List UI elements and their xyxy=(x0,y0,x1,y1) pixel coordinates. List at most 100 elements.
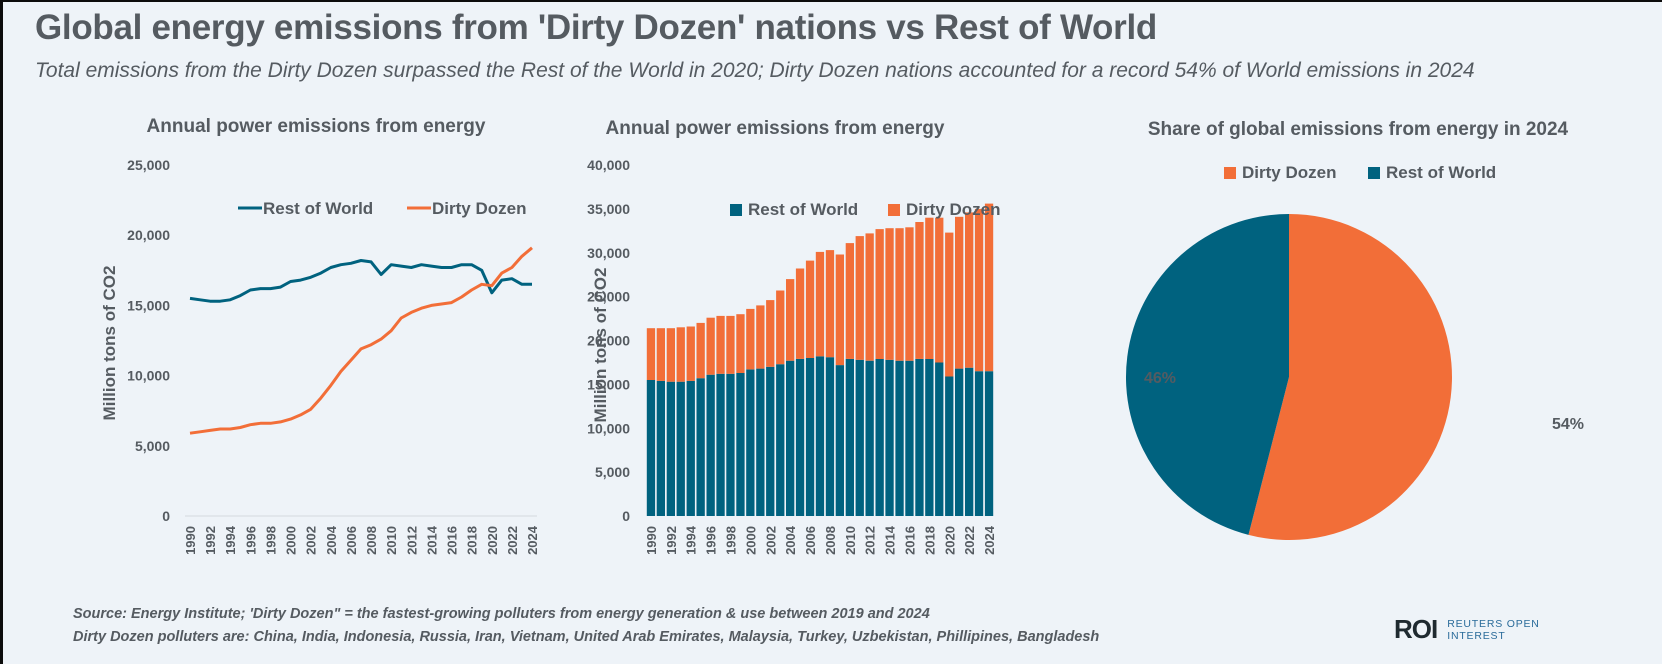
x-tick-label: 2004 xyxy=(783,525,798,555)
y-tick-label: 0 xyxy=(622,508,630,524)
x-tick-label: 2008 xyxy=(823,526,838,555)
source-note: Source: Energy Institute; 'Dirty Dozen" … xyxy=(73,606,930,622)
bar-chart-ylabel: Million tons of CO2 xyxy=(591,268,610,423)
y-tick-label: 20,000 xyxy=(587,333,630,349)
bar-dirty-dozen xyxy=(706,317,715,375)
y-tick-label: 15,000 xyxy=(127,297,170,313)
bar-dirty-dozen xyxy=(895,228,904,361)
x-tick-label: 2008 xyxy=(364,526,379,555)
x-tick-label: 2018 xyxy=(922,526,937,555)
bar-dirty-dozen xyxy=(825,250,835,358)
x-tick-label: 2014 xyxy=(883,525,898,555)
x-tick-label: 1998 xyxy=(263,526,278,555)
bar-rest-of-world xyxy=(845,358,854,516)
legend-label-dirty-dozen: Dirty Dozen xyxy=(1242,163,1336,182)
bar-rest-of-world xyxy=(726,373,735,516)
y-tick-label: 35,000 xyxy=(587,201,630,217)
bar-rest-of-world xyxy=(945,376,954,516)
bar-dirty-dozen xyxy=(786,279,795,361)
bar-rest-of-world xyxy=(696,378,705,516)
bar-dirty-dozen xyxy=(696,322,705,379)
bar-dirty-dozen xyxy=(805,260,815,358)
series-line-rest-of-world xyxy=(189,259,532,303)
bar-dirty-dozen xyxy=(666,328,675,382)
bar-chart-title: Annual power emissions from energy xyxy=(606,118,945,139)
bar-dirty-dozen xyxy=(716,315,725,374)
bar-dirty-dozen xyxy=(965,212,974,368)
bar-dirty-dozen xyxy=(676,327,685,382)
pie-label-rest-of-world: 46% xyxy=(1144,370,1176,387)
x-tick-label: 2024 xyxy=(525,525,540,555)
x-tick-label: 2006 xyxy=(344,526,359,555)
page-subtitle: Total emissions from the Dirty Dozen sur… xyxy=(35,59,1475,82)
bar-chart-legend: Rest of World Dirty Dozen xyxy=(730,200,1000,219)
x-tick-label: 1990 xyxy=(644,526,659,555)
bar-dirty-dozen xyxy=(756,305,765,369)
bar-rest-of-world xyxy=(646,380,656,516)
bar-rest-of-world xyxy=(815,356,825,516)
legend-label-rest-of-world: Rest of World xyxy=(263,199,373,218)
bar-dirty-dozen xyxy=(766,300,775,367)
x-tick-label: 2012 xyxy=(863,526,878,555)
pie-slice-rest-of-world xyxy=(1125,214,1289,535)
line-chart-ylabel: Million tons of CO2 xyxy=(100,266,119,421)
line-chart-title: Annual power emissions from energy xyxy=(147,116,486,137)
bar-dirty-dozen xyxy=(845,243,854,359)
bar-rest-of-world xyxy=(895,360,904,516)
bar-dirty-dozen xyxy=(885,228,894,360)
members-note: Dirty Dozen polluters are: China, India,… xyxy=(73,629,1100,645)
bar-dirty-dozen xyxy=(925,217,934,359)
y-tick-label: 10,000 xyxy=(127,368,170,384)
x-tick-label: 1992 xyxy=(664,526,679,555)
y-tick-label: 30,000 xyxy=(587,245,630,261)
x-tick-label: 1992 xyxy=(203,526,218,555)
x-tick-label: 2016 xyxy=(445,526,460,555)
bar-dirty-dozen xyxy=(974,208,984,372)
bar-rest-of-world xyxy=(855,359,864,516)
bar-dirty-dozen xyxy=(746,308,755,370)
legend-swatch-rest-of-world xyxy=(1368,167,1380,179)
x-tick-label: 2012 xyxy=(404,526,419,555)
pie-label-dirty-dozen: 54% xyxy=(1552,416,1584,433)
bar-rest-of-world xyxy=(776,364,785,516)
bar-rest-of-world xyxy=(756,368,765,516)
x-tick-label: 2024 xyxy=(982,525,997,555)
x-tick-label: 2022 xyxy=(962,526,977,555)
bar-rest-of-world xyxy=(885,359,894,516)
bar-rest-of-world xyxy=(915,358,924,516)
bar-dirty-dozen xyxy=(955,216,964,369)
x-tick-label: 1994 xyxy=(223,525,238,555)
bar-rest-of-world xyxy=(825,357,835,516)
x-tick-label: 1996 xyxy=(243,526,258,555)
bar-rest-of-world xyxy=(984,371,994,516)
page-title: Global energy emissions from 'Dirty Doze… xyxy=(35,8,1157,47)
bar-rest-of-world xyxy=(706,374,715,516)
bar-rest-of-world xyxy=(974,371,984,516)
legend-swatch-dirty-dozen xyxy=(1224,167,1236,179)
x-tick-label: 2004 xyxy=(324,525,339,555)
y-tick-label: 20,000 xyxy=(127,227,170,243)
bar-rest-of-world xyxy=(666,381,675,516)
x-tick-label: 2006 xyxy=(803,526,818,555)
logo-line-1: REUTERS OPEN xyxy=(1447,617,1540,630)
bar-rest-of-world xyxy=(955,368,964,516)
infographic: Global energy emissions from 'Dirty Doze… xyxy=(3,2,1662,664)
logo-mark: ROI xyxy=(1394,614,1438,644)
line-chart: Annual power emissions from energy Milli… xyxy=(100,116,1584,555)
series-line-dirty-dozen xyxy=(189,246,533,435)
bar-dirty-dozen xyxy=(656,328,665,381)
bar-rest-of-world xyxy=(865,360,874,516)
bar-rest-of-world xyxy=(965,367,974,516)
bar-rest-of-world xyxy=(805,358,815,516)
bar-rest-of-world xyxy=(746,369,755,516)
x-tick-label: 1990 xyxy=(183,526,198,555)
x-tick-label: 2000 xyxy=(284,526,299,555)
bar-dirty-dozen xyxy=(935,217,944,363)
bar-rest-of-world xyxy=(875,358,884,516)
bar-dirty-dozen xyxy=(726,315,735,374)
bar-dirty-dozen xyxy=(835,254,844,366)
x-tick-label: 2000 xyxy=(743,526,758,555)
y-tick-label: 25,000 xyxy=(587,289,630,305)
pie-slice-dirty-dozen xyxy=(1248,214,1452,540)
bar-dirty-dozen xyxy=(915,222,924,359)
